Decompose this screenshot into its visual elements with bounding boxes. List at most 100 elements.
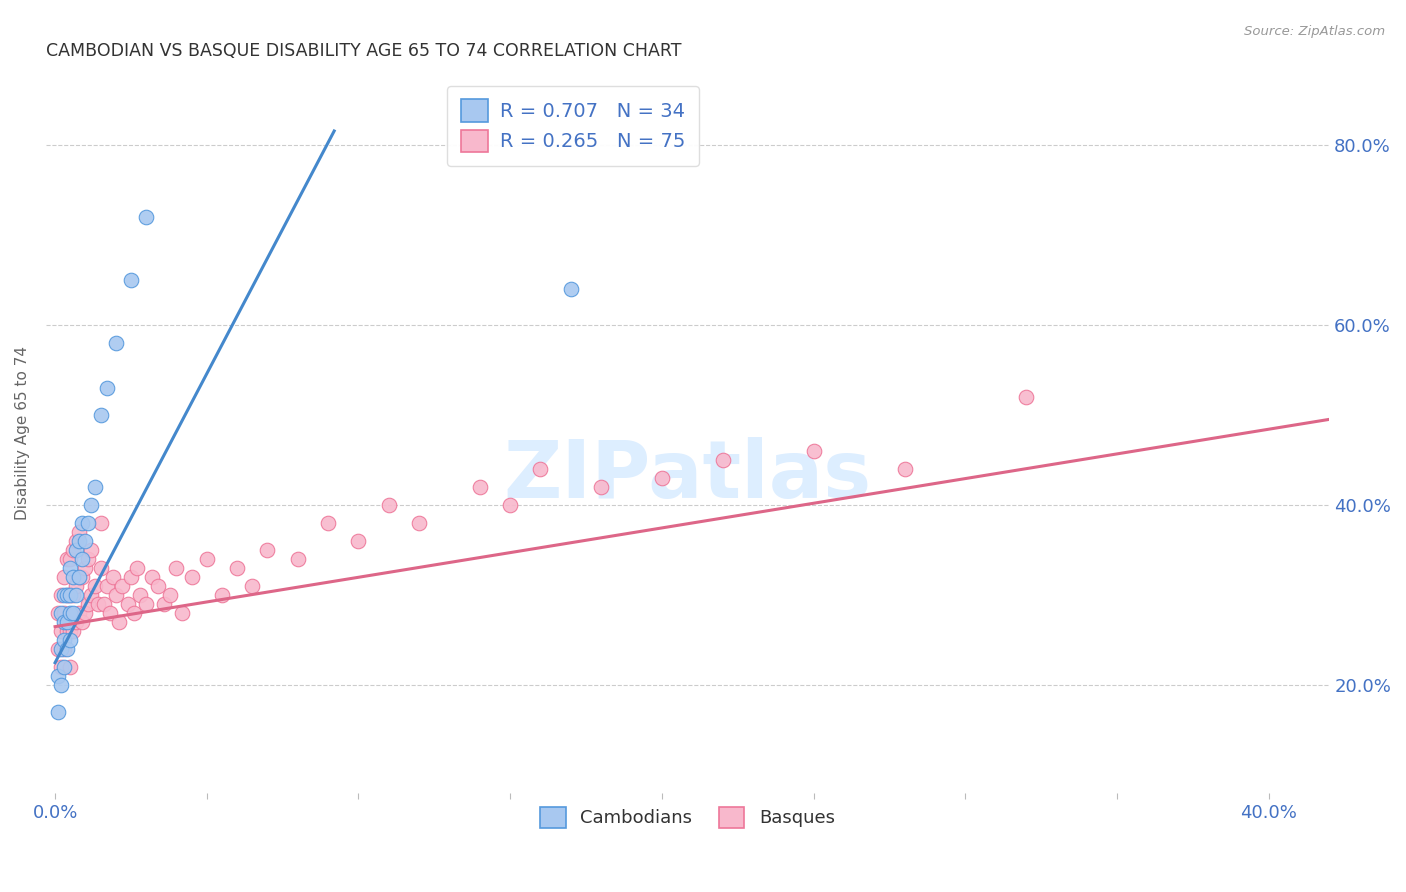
Point [49,624,72,639]
Point [49,588,72,602]
Point [72,552,94,566]
Point [59,552,82,566]
Point [62,570,84,584]
Point [96,579,118,593]
Point [75,534,97,549]
Point [53,660,76,674]
Point [316,516,339,530]
Point [67,534,90,549]
Point [180,570,202,584]
Point [56,624,79,639]
Point [59,633,82,648]
Point [80,498,103,512]
Point [893,462,915,476]
Point [378,498,401,512]
Point [67,606,90,620]
Point [195,552,218,566]
Point [83,579,105,593]
Point [560,282,582,296]
Point [56,552,79,566]
Point [62,543,84,558]
Point [104,588,127,602]
Point [86,597,108,611]
Point [72,570,94,584]
Point [59,624,82,639]
Point [591,480,613,494]
Point [499,498,522,512]
Point [62,624,84,639]
Point [120,570,142,584]
Point [53,642,76,657]
Point [67,570,90,584]
Point [90,516,112,530]
Point [165,561,187,575]
Point [72,516,94,530]
Point [77,516,100,530]
Text: ZIPatlas: ZIPatlas [503,437,872,516]
Point [77,597,100,611]
Point [1015,390,1038,404]
Point [83,480,105,494]
Point [59,588,82,602]
Point [49,606,72,620]
Point [65,615,87,629]
Point [122,606,145,620]
Y-axis label: Disability Age 65 to 74: Disability Age 65 to 74 [15,346,30,520]
Legend: Cambodians, Basques: Cambodians, Basques [533,799,842,835]
Point [226,561,249,575]
Point [135,210,157,224]
Point [46,606,69,620]
Point [53,615,76,629]
Point [125,561,148,575]
Point [141,570,163,584]
Point [65,543,87,558]
Point [46,705,69,719]
Point [53,588,76,602]
Point [77,552,100,566]
Point [65,588,87,602]
Text: Source: ZipAtlas.com: Source: ZipAtlas.com [1244,25,1385,38]
Point [153,597,176,611]
Point [111,579,134,593]
Point [107,615,129,629]
Point [53,570,76,584]
Point [59,561,82,575]
Point [49,678,72,692]
Point [287,552,309,566]
Point [59,588,82,602]
Point [129,588,152,602]
Point [80,543,103,558]
Point [651,471,673,485]
Point [96,381,118,395]
Point [62,606,84,620]
Point [56,588,79,602]
Point [148,579,170,593]
Point [46,642,69,657]
Point [98,606,121,620]
Point [62,588,84,602]
Point [408,516,430,530]
Point [90,561,112,575]
Point [65,579,87,593]
Point [101,570,124,584]
Point [256,543,278,558]
Point [80,588,103,602]
Point [93,597,115,611]
Point [711,453,734,467]
Point [117,597,139,611]
Point [56,588,79,602]
Point [211,588,233,602]
Point [468,480,491,494]
Point [56,615,79,629]
Point [135,597,157,611]
Point [72,615,94,629]
Point [172,606,194,620]
Point [529,462,551,476]
Point [67,524,90,539]
Text: CAMBODIAN VS BASQUE DISABILITY AGE 65 TO 74 CORRELATION CHART: CAMBODIAN VS BASQUE DISABILITY AGE 65 TO… [46,42,682,60]
Point [59,606,82,620]
Point [67,570,90,584]
Point [53,606,76,620]
Point [49,642,72,657]
Point [56,642,79,657]
